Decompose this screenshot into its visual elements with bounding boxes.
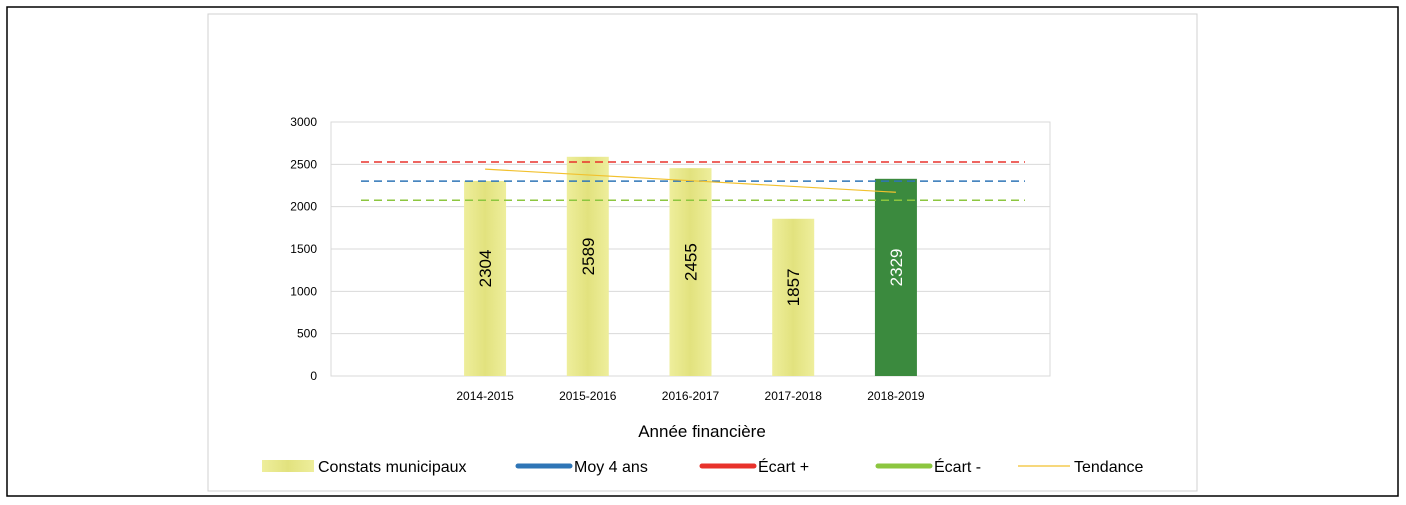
x-tick-label: 2016-2017	[662, 389, 720, 403]
bar	[464, 180, 507, 376]
frame	[6, 6, 1399, 497]
x-tick-label: 2018-2019	[867, 389, 925, 403]
data-label: 1857	[784, 268, 803, 306]
y-tick-label: 1500	[290, 242, 317, 256]
data-label: 2589	[579, 237, 598, 275]
data-label: 2455	[682, 243, 701, 281]
legend-label: Écart -	[934, 457, 981, 476]
bar	[772, 218, 815, 376]
data-label: 2329	[887, 248, 906, 286]
y-tick-label: 2000	[290, 200, 317, 214]
legend-label: Écart +	[758, 457, 809, 476]
x-axis-title: Année financière	[638, 422, 766, 441]
x-tick-label: 2017-2018	[765, 389, 823, 403]
bar	[566, 156, 609, 376]
y-tick-label: 0	[310, 369, 317, 383]
bar	[669, 168, 712, 376]
legend-label: Tendance	[1074, 459, 1143, 476]
y-tick-label: 2500	[290, 157, 317, 171]
x-tick-label: 2014-2015	[456, 389, 514, 403]
chart-area	[207, 13, 1198, 492]
y-tick-label: 500	[297, 327, 317, 341]
bar	[874, 178, 917, 376]
legend-swatch	[262, 460, 314, 472]
data-label: 2304	[476, 250, 495, 288]
y-tick-label: 1000	[290, 284, 317, 298]
x-tick-label: 2015-2016	[559, 389, 617, 403]
legend-label: Moy 4 ans	[574, 459, 648, 476]
line-series	[485, 168, 896, 193]
legend-label: Constats municipaux	[318, 459, 467, 476]
y-tick-label: 3000	[290, 115, 317, 129]
